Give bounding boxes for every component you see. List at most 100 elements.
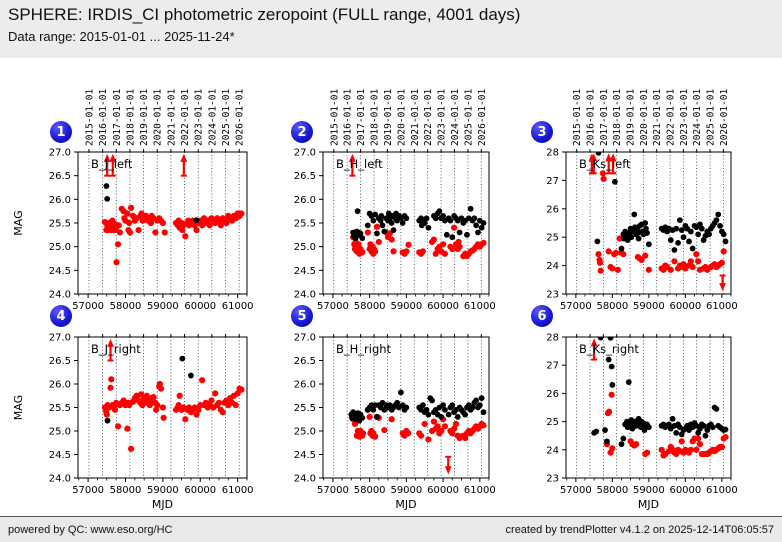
red-data-point (609, 265, 616, 272)
black-data-point (480, 409, 487, 416)
black-data-point (605, 356, 612, 363)
black-data-point (188, 372, 194, 379)
red-data-point (430, 236, 438, 243)
date-tick-label: 2020-01-01 (639, 89, 650, 146)
y-tick-label: 25 (546, 233, 559, 244)
red-data-point (234, 390, 241, 397)
red-data-point (388, 416, 395, 423)
date-tick-label: 2023-01-01 (194, 89, 205, 146)
red-data-point (381, 426, 388, 434)
red-data-point (452, 420, 460, 428)
red-data-point (159, 219, 166, 227)
red-data-point (718, 259, 725, 266)
red-data-point (193, 227, 200, 234)
red-data-point (159, 404, 166, 411)
black-data-point (642, 220, 649, 226)
black-data-point (635, 235, 642, 242)
x-tick-label: 57000 (72, 485, 104, 496)
date-tick-label: 2025-01-01 (463, 89, 474, 146)
date-tick-label: 2016-01-01 (343, 89, 354, 146)
black-data-point (686, 238, 692, 245)
red-data-point (403, 248, 410, 255)
clip-arrow-up (590, 338, 598, 347)
black-data-point (645, 424, 652, 431)
x-tick-label: 59000 (147, 301, 179, 312)
black-data-point (429, 397, 435, 404)
black-data-point (421, 220, 428, 226)
black-data-point (618, 245, 625, 252)
red-data-point (687, 446, 694, 453)
red-data-point (175, 402, 182, 409)
panel-label: B_Ks_left (579, 157, 631, 171)
black-data-point (443, 231, 450, 238)
red-data-point (372, 433, 379, 440)
date-tick-label: 2019-01-01 (626, 89, 637, 146)
panel-label: B_J_right (91, 342, 141, 356)
black-data-point (423, 406, 430, 413)
red-data-point (689, 263, 696, 271)
black-data-point (722, 238, 729, 245)
y-tick-label: 25.0 (49, 242, 71, 253)
black-data-point (608, 363, 615, 370)
red-data-point (441, 423, 449, 430)
red-data-point (616, 235, 623, 242)
x-tick-label: 61000 (706, 301, 738, 312)
red-data-point (156, 380, 163, 388)
red-data-point (195, 406, 202, 413)
red-data-point (147, 219, 155, 227)
y-tick-label: 24.0 (49, 290, 71, 301)
red-data-point (632, 441, 640, 448)
date-tick-label: 2017-01-01 (599, 89, 610, 146)
black-data-point (635, 230, 641, 236)
date-tick-label: 2015-01-01 (572, 89, 583, 146)
red-data-point (390, 248, 397, 255)
red-data-point (667, 266, 674, 273)
red-data-point (671, 258, 678, 265)
black-data-point (419, 402, 426, 409)
red-data-point (135, 227, 142, 234)
red-data-point (405, 241, 412, 248)
x-tick-label: 57000 (317, 301, 349, 312)
black-data-point (462, 411, 469, 418)
black-data-point (602, 427, 608, 433)
subplot-badge-6: 6 (531, 305, 553, 327)
y-tick-label: 27 (546, 361, 559, 372)
black-data-point (449, 402, 456, 409)
x-tick-label: 61000 (464, 301, 496, 312)
black-data-point (370, 217, 377, 224)
black-data-point (425, 411, 432, 418)
red-data-point (449, 430, 456, 437)
red-data-point (373, 223, 381, 230)
black-data-point (374, 230, 380, 237)
black-data-point (370, 406, 377, 413)
red-data-point (179, 227, 186, 234)
red-data-point (127, 445, 135, 452)
red-data-point (115, 222, 122, 229)
black-data-point (467, 205, 474, 212)
x-tick-label: 61000 (706, 485, 738, 496)
red-data-point (693, 251, 700, 258)
black-data-point (378, 213, 385, 219)
black-data-point (447, 217, 454, 224)
red-data-point (438, 427, 445, 435)
red-data-point (600, 175, 607, 183)
y-tick-label: 23 (546, 474, 559, 485)
black-data-point (669, 415, 676, 422)
black-data-point (593, 428, 600, 435)
red-data-point (718, 443, 725, 451)
black-data-point (680, 234, 687, 241)
date-tick-label: 2015-01-01 (84, 89, 95, 146)
black-data-point (357, 230, 364, 237)
date-tick-label: 2015-01-01 (329, 89, 340, 146)
subplot-4: 57000 58000 59000 60000 61000 27.0 26.5 26.0 25.… (12, 333, 254, 512)
y-tick-label: 24.5 (294, 266, 316, 277)
red-data-point (232, 402, 239, 409)
red-data-point (695, 258, 702, 265)
red-data-point (455, 238, 462, 246)
date-tick-label: 2017-01-01 (356, 89, 367, 146)
date-tick-label: 2026-01-01 (235, 89, 246, 146)
x-tick-label: 58000 (354, 301, 386, 312)
black-data-point (471, 215, 478, 222)
clip-arrow-up (348, 153, 356, 162)
date-tick-label: 2026-01-01 (477, 89, 488, 146)
